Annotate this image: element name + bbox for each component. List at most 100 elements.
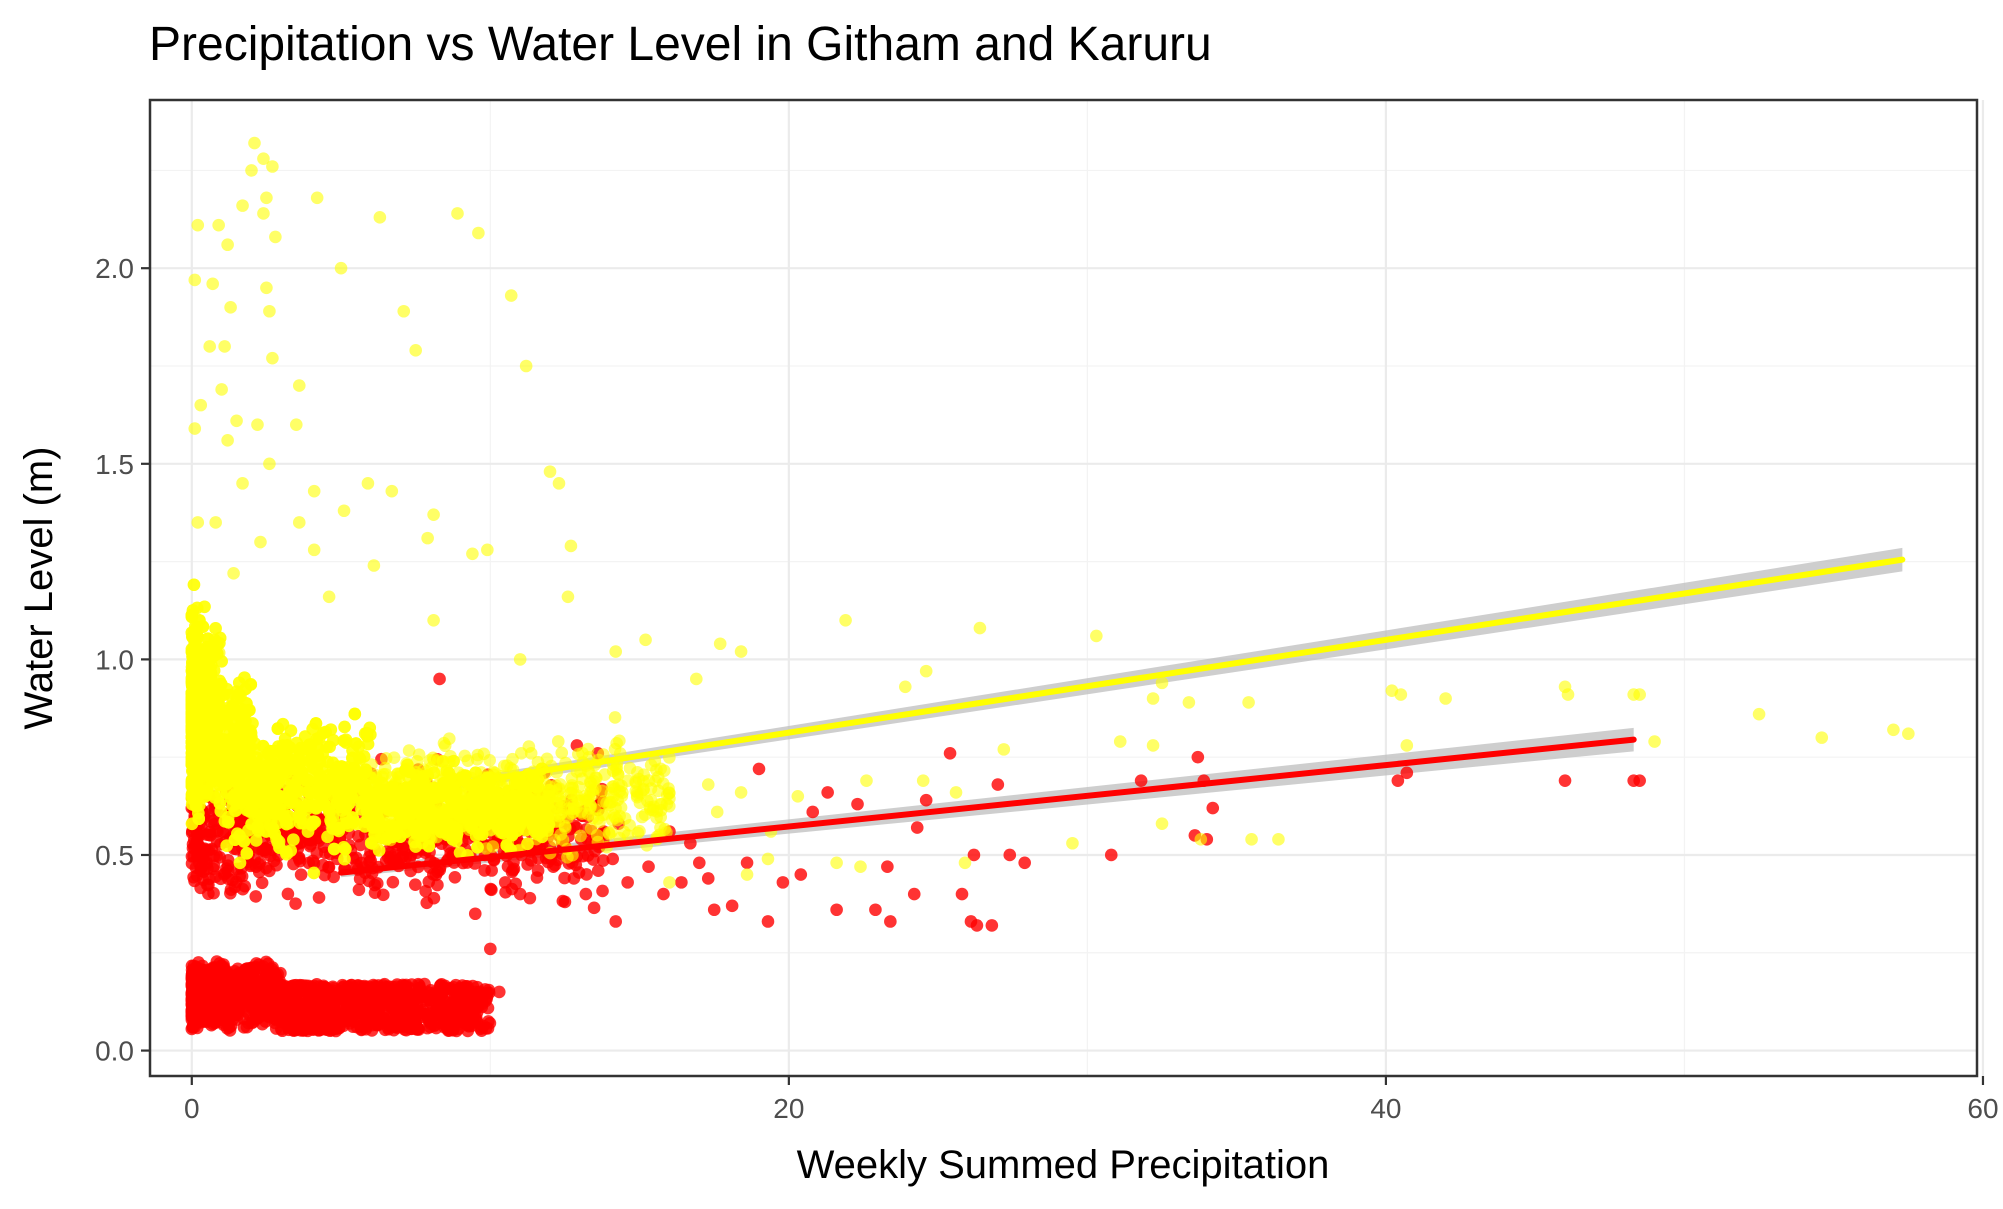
yellow-point: [338, 852, 351, 866]
red-point: [869, 903, 882, 917]
red-point: [499, 885, 512, 899]
red-point: [642, 860, 655, 874]
red-point: [204, 815, 218, 828]
red-point: [492, 985, 506, 999]
red-point: [403, 1011, 417, 1024]
red-point: [251, 1011, 264, 1025]
red-point: [454, 981, 467, 995]
red-point: [701, 872, 715, 885]
red-point: [194, 861, 208, 875]
red-point: [222, 1004, 235, 1018]
red-point: [215, 976, 229, 989]
red-point: [193, 1001, 207, 1014]
red-point: [910, 821, 924, 834]
red-point: [373, 998, 387, 1011]
red-point: [424, 984, 438, 997]
red-point: [327, 870, 340, 884]
red-point: [985, 919, 999, 932]
red-point: [621, 876, 634, 889]
red-point: [448, 870, 462, 884]
red-point: [752, 762, 766, 776]
red-point: [587, 901, 601, 915]
red-point: [431, 878, 444, 892]
red-point: [1003, 848, 1017, 862]
red-point: [509, 877, 523, 891]
red-point: [377, 979, 390, 992]
red-point: [413, 1005, 427, 1019]
red-point: [427, 891, 441, 905]
red-point: [1400, 766, 1414, 780]
red-point: [1191, 750, 1205, 764]
red-point: [523, 891, 537, 905]
red-point: [725, 899, 739, 913]
red-point: [322, 861, 335, 874]
red-point: [396, 850, 409, 864]
red-point: [207, 859, 221, 873]
red-point: [381, 1021, 395, 1035]
red-point: [293, 854, 307, 868]
red-point: [547, 860, 560, 874]
red-point: [469, 985, 482, 999]
red-point: [331, 1013, 345, 1027]
red-point: [430, 1006, 443, 1019]
red-point: [343, 1017, 356, 1030]
red-point: [970, 919, 984, 932]
red-point: [1391, 774, 1405, 787]
red-point: [806, 805, 820, 819]
red-point: [253, 999, 266, 1013]
red-point: [484, 942, 497, 956]
yellow-point: [287, 833, 300, 847]
red-point: [991, 778, 1005, 791]
red-point: [794, 868, 808, 881]
red-point: [386, 990, 399, 1004]
red-point: [304, 837, 317, 851]
red-point: [456, 1007, 469, 1021]
red-point: [386, 875, 400, 889]
red-point: [322, 989, 336, 1003]
red-point: [443, 1008, 456, 1022]
red-point: [448, 995, 461, 1009]
red-point: [684, 836, 697, 850]
red-point: [576, 849, 590, 863]
red-point: [468, 907, 482, 921]
red-point: [579, 887, 593, 901]
red-point: [257, 844, 270, 857]
red-point: [675, 876, 688, 889]
red-point: [1558, 774, 1572, 787]
red-point: [830, 903, 843, 917]
red-point: [295, 1014, 309, 1027]
red-point: [234, 976, 247, 990]
red-point: [821, 786, 834, 799]
red-point: [1206, 801, 1220, 815]
yellow-point: [187, 578, 201, 592]
red-point: [851, 797, 864, 811]
red-point: [881, 860, 894, 874]
red-point: [205, 842, 219, 856]
red-point: [353, 872, 367, 886]
red-point: [312, 891, 326, 904]
red-point: [399, 980, 413, 993]
red-point: [219, 866, 232, 880]
red-point: [919, 793, 933, 807]
red-point: [421, 1021, 434, 1035]
red-point: [186, 1020, 200, 1034]
red-point: [474, 1022, 487, 1036]
red-point: [376, 888, 390, 902]
red-point: [531, 864, 545, 877]
red-point: [419, 884, 432, 898]
red-point: [289, 897, 302, 910]
red-point: [224, 883, 238, 896]
red-point: [580, 868, 593, 881]
red-point: [485, 883, 498, 897]
red-point: [740, 856, 754, 870]
red-point: [567, 872, 581, 885]
yellow-point: [233, 856, 247, 870]
red-point: [469, 1011, 483, 1025]
red-point: [362, 1015, 376, 1029]
red-point: [498, 876, 512, 889]
red-point: [471, 999, 485, 1013]
red-point: [596, 884, 609, 898]
red-point: [482, 1015, 495, 1028]
